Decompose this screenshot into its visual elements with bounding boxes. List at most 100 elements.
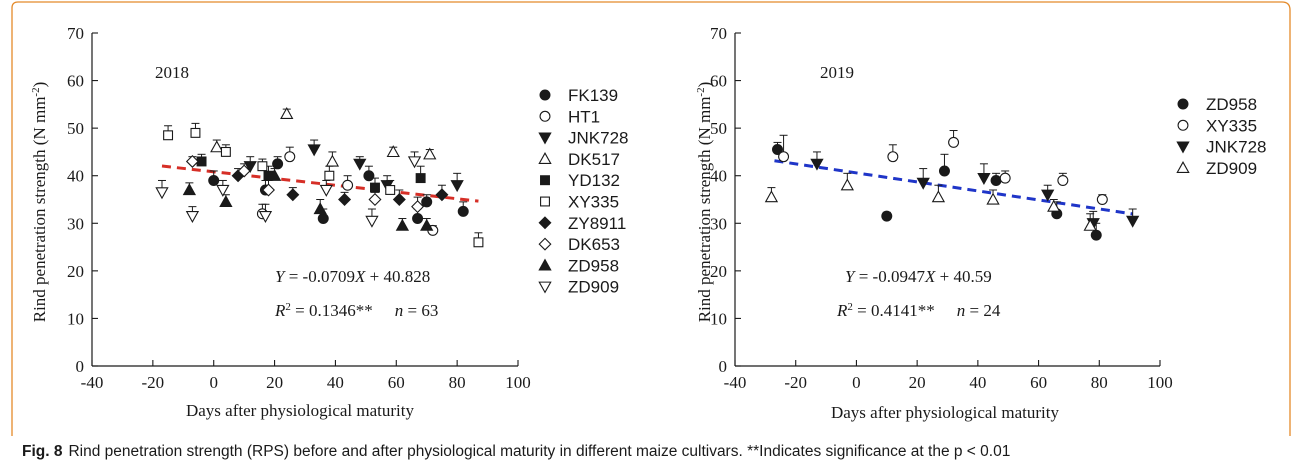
chart-2018-y-tick-label: 10 xyxy=(67,309,84,328)
chart-2019-equation: Y = -0.0947X + 40.59 xyxy=(845,267,992,286)
chart-2019-x-tick-label: -40 xyxy=(724,373,747,392)
chart-2019-legend-marker-zd909 xyxy=(1176,161,1190,174)
chart-2018-point xyxy=(473,237,484,248)
chart-2019-r2-r: R xyxy=(836,301,848,320)
chart-2018-legend-label-dk653: DK653 xyxy=(568,235,620,254)
chart-2018: 0 10 20 30 40 50 60 70 -40 -20 0 20 40 60 80 100 Rind p… xyxy=(30,24,628,420)
chart-2018-ylabel: Rind penetration strength (N mm-2) xyxy=(30,82,49,323)
chart-2019-eq-tail: + 40.59 xyxy=(935,267,991,286)
chart-2019-y-tick-label: 10 xyxy=(710,309,727,328)
chart-2018-point xyxy=(208,174,220,186)
chart-2018-xlabel: Days after physiological maturity xyxy=(186,401,415,420)
chart-2018-point xyxy=(411,200,425,214)
chart-2018-x-tick-label: 40 xyxy=(327,373,344,392)
chart-2018-legend-label-dk517: DK517 xyxy=(568,150,620,169)
chart-2018-series-dk653 xyxy=(185,154,425,214)
chart-2018-point xyxy=(216,184,230,197)
chart-2018-series-dk517 xyxy=(210,107,437,167)
chart-2018-trend-line xyxy=(161,164,479,203)
chart-2018-point xyxy=(385,185,396,195)
chart-2018-point xyxy=(392,193,406,206)
chart-2019-point xyxy=(778,151,790,163)
chart-2018-y-tick-label: 0 xyxy=(76,357,85,376)
chart-2018-legend-marker-yd132 xyxy=(540,175,550,186)
frame-border xyxy=(11,1,1291,436)
chart-2018-trend-layer xyxy=(161,164,479,203)
chart-2019-trend-layer xyxy=(774,159,1133,216)
chart-2019-legend-label-xy335: XY335 xyxy=(1206,116,1257,135)
chart-2018-eq-tail: + 40.828 xyxy=(365,267,430,286)
chart-2018-point xyxy=(365,215,379,228)
chart-2018-legend-marker-zd909 xyxy=(538,281,552,294)
chart-2018-eq-mid: = -0.0709 xyxy=(284,267,355,286)
chart-2019-point xyxy=(1057,174,1069,186)
chart-2018-legend-marker-zd958 xyxy=(538,258,552,271)
chart-2018-point xyxy=(237,164,251,178)
chart-2019-point xyxy=(1083,218,1097,231)
chart-2018-ylabel-sup: -2 xyxy=(30,87,42,96)
chart-2019-ylabel-main: Rind penetration strength (N mm xyxy=(695,97,714,323)
chart-2019-n: n xyxy=(957,301,966,320)
chart-2019-x-tick-label: 100 xyxy=(1147,373,1173,392)
chart-2019-series-zd909 xyxy=(764,172,1097,231)
chart-2018-series-zd909 xyxy=(155,151,422,228)
chart-2019-r2-val: = 0.4141** xyxy=(853,301,935,320)
chart-2019-x-tick-label: 40 xyxy=(969,373,986,392)
chart-2018-year-label: 2018 xyxy=(155,63,189,82)
chart-2018-y-tick-label: 40 xyxy=(67,167,84,186)
chart-2018-eq-x: X xyxy=(354,267,366,286)
chart-2019-point xyxy=(887,151,899,163)
chart-2019-eq-y: Y xyxy=(845,267,856,286)
chart-2018-x-tick-label: 80 xyxy=(449,373,466,392)
chart-2018-ylabel-end: ) xyxy=(30,82,49,88)
chart-2019-x-tick-label: 80 xyxy=(1091,373,1108,392)
chart-2018-series-yd132 xyxy=(196,153,426,193)
chart-2019-year-label: 2019 xyxy=(820,63,854,82)
chart-2018-point xyxy=(284,151,296,163)
chart-2019-y-tick-label: 30 xyxy=(710,214,727,233)
chart-2018-point xyxy=(407,156,422,169)
chart-2018-y-tick-label: 50 xyxy=(67,119,84,138)
chart-2019-legend-marker-zd958 xyxy=(1177,98,1189,110)
chart-2018-point xyxy=(185,211,200,224)
chart-2018-point xyxy=(342,179,354,191)
figure-caption: Fig. 8 Rind penetration strength (RPS) be… xyxy=(22,443,1282,461)
chart-2018-point xyxy=(319,184,333,197)
chart-2018-series-xy335 xyxy=(163,122,484,248)
chart-2019-y-tick-label: 0 xyxy=(719,357,728,376)
chart-2018-point xyxy=(155,187,169,200)
chart-2019-eq-x: X xyxy=(924,267,936,286)
chart-2018-point xyxy=(185,154,199,168)
chart-2019-y-tick-label: 60 xyxy=(710,72,727,91)
chart-2018-legend-marker-fk139 xyxy=(539,89,551,101)
chart-2018-point xyxy=(353,158,367,171)
chart-2019-ylabel-end: ) xyxy=(695,82,714,88)
chart-2019-x-tick-label: 20 xyxy=(909,373,926,392)
chart-2018-point xyxy=(324,170,335,181)
chart-2018-point xyxy=(220,146,231,157)
chart-2019-x-tick-label: -20 xyxy=(784,373,807,392)
chart-2018-legend-label-ht1: HT1 xyxy=(568,107,600,126)
chart-2019-point xyxy=(764,190,779,203)
chart-2018-x-tick-label: -20 xyxy=(142,373,165,392)
chart-2018-r2: R2 = 0.1346** n = 63 xyxy=(274,301,438,320)
chart-2018-point xyxy=(386,145,400,158)
chart-2018-point xyxy=(368,193,382,206)
chart-2018-point xyxy=(272,158,284,170)
chart-2018-point xyxy=(307,144,321,157)
chart-2018-n: n xyxy=(395,301,404,320)
chart-2018-x-tick-label: 0 xyxy=(209,373,218,392)
chart-2018-legend-label-yd132: YD132 xyxy=(568,171,620,190)
chart-2018-x-tick-label: 60 xyxy=(388,373,405,392)
chart-2019: 0 10 20 30 40 50 60 70 -40 -20 0 20 40 60 80 100 Rind p… xyxy=(695,24,1266,422)
chart-2018-legend: FK139 HT1 JNK728 DK517 YD132 XY335 ZY8911 DK653… xyxy=(538,86,628,297)
chart-2018-series-zd958 xyxy=(182,168,434,231)
chart-2018-points xyxy=(155,107,484,248)
chart-2018-point xyxy=(412,213,424,225)
chart-2018-point xyxy=(219,195,233,208)
chart-2018-x-tick-label: -40 xyxy=(81,373,104,392)
chart-2018-point xyxy=(317,213,329,225)
chart-2019-ylabel: Rind penetration strength (N mm-2) xyxy=(695,82,714,323)
chart-2019-points xyxy=(764,130,1140,241)
figure-caption-text: Rind penetration strength (RPS) before a… xyxy=(68,443,1011,460)
